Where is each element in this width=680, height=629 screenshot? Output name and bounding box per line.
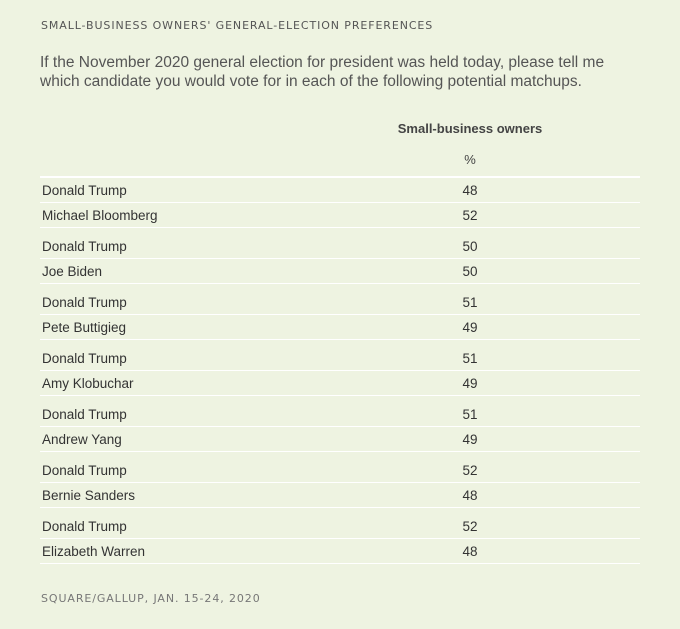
chart-kicker: SMALL-BUSINESS OWNERS' GENERAL-ELECTION … bbox=[41, 19, 434, 32]
table-row: Donald Trump 48 bbox=[40, 176, 640, 203]
candidate-name: Donald Trump bbox=[42, 295, 127, 310]
candidate-name: Amy Klobuchar bbox=[42, 376, 134, 391]
candidate-name: Donald Trump bbox=[42, 239, 127, 254]
candidate-percent: 48 bbox=[462, 183, 478, 198]
table-row: Bernie Sanders 48 bbox=[40, 483, 640, 508]
table-row: Amy Klobuchar 49 bbox=[40, 371, 640, 396]
candidate-name: Elizabeth Warren bbox=[42, 544, 146, 559]
candidate-percent: 52 bbox=[462, 208, 478, 223]
candidate-name: Donald Trump bbox=[42, 463, 127, 478]
candidate-name: Donald Trump bbox=[42, 183, 127, 198]
column-header: Small-business owners bbox=[397, 121, 543, 136]
source-note: SQUARE/GALLUP, JAN. 15-24, 2020 bbox=[41, 592, 261, 605]
candidate-percent: 51 bbox=[462, 295, 478, 310]
candidate-percent: 49 bbox=[462, 320, 478, 335]
candidate-percent: 48 bbox=[462, 544, 478, 559]
column-unit: % bbox=[464, 152, 476, 167]
candidate-name: Joe Biden bbox=[42, 264, 103, 279]
matchup-table: Donald Trump 48 Michael Bloomberg 52 Don… bbox=[40, 176, 640, 564]
table-row: Elizabeth Warren 48 bbox=[40, 539, 640, 564]
candidate-percent: 50 bbox=[462, 264, 478, 279]
candidate-percent: 51 bbox=[462, 351, 478, 366]
table-row: Michael Bloomberg 52 bbox=[40, 203, 640, 228]
table-row: Pete Buttigieg 49 bbox=[40, 315, 640, 340]
table-row: Donald Trump 52 bbox=[40, 458, 640, 483]
table-row: Donald Trump 52 bbox=[40, 514, 640, 539]
candidate-percent: 48 bbox=[462, 488, 478, 503]
candidate-name: Andrew Yang bbox=[42, 432, 122, 447]
table-row: Donald Trump 51 bbox=[40, 402, 640, 427]
table-row: Donald Trump 50 bbox=[40, 234, 640, 259]
table-row: Andrew Yang 49 bbox=[40, 427, 640, 452]
candidate-percent: 51 bbox=[462, 407, 478, 422]
table-row: Donald Trump 51 bbox=[40, 290, 640, 315]
table-row: Joe Biden 50 bbox=[40, 259, 640, 284]
candidate-percent: 49 bbox=[462, 432, 478, 447]
candidate-name: Pete Buttigieg bbox=[42, 320, 127, 335]
table-row: Donald Trump 51 bbox=[40, 346, 640, 371]
question-text: If the November 2020 general election fo… bbox=[40, 54, 605, 90]
candidate-percent: 49 bbox=[462, 376, 478, 391]
candidate-name: Bernie Sanders bbox=[42, 488, 136, 503]
candidate-name: Donald Trump bbox=[42, 351, 127, 366]
candidate-name: Donald Trump bbox=[42, 407, 127, 422]
candidate-percent: 52 bbox=[462, 463, 478, 478]
candidate-percent: 52 bbox=[462, 519, 478, 534]
candidate-name: Michael Bloomberg bbox=[42, 208, 158, 223]
candidate-percent: 50 bbox=[462, 239, 478, 254]
candidate-name: Donald Trump bbox=[42, 519, 127, 534]
